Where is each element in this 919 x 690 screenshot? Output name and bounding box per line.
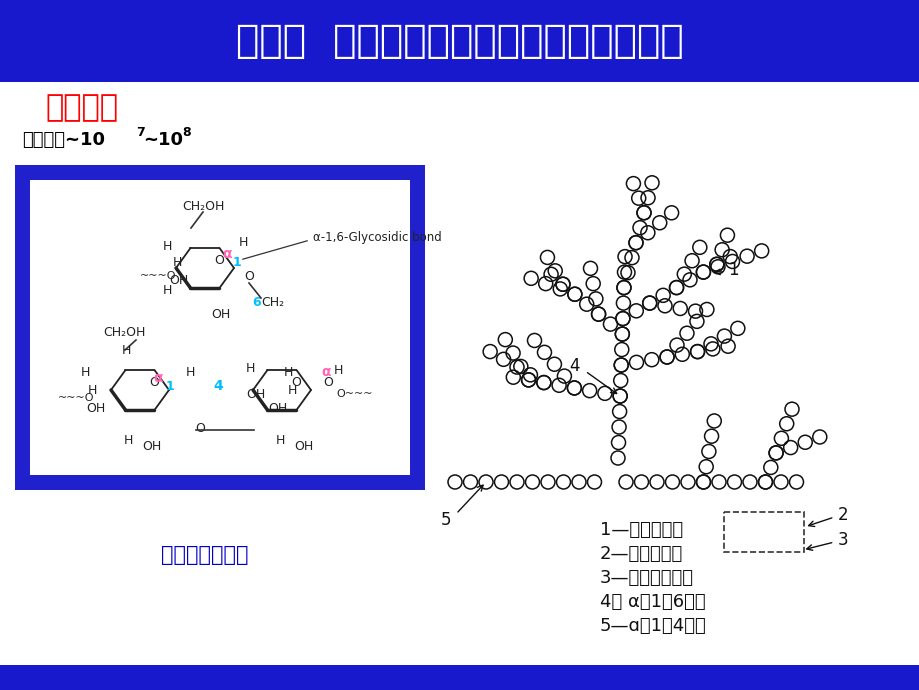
Text: O: O bbox=[149, 375, 159, 388]
Text: H: H bbox=[121, 344, 130, 357]
Text: 5: 5 bbox=[440, 511, 450, 529]
Text: OH: OH bbox=[169, 273, 188, 286]
Text: H: H bbox=[333, 364, 342, 377]
Text: 5—ɑ－1，4苷键: 5—ɑ－1，4苷键 bbox=[599, 617, 706, 635]
Text: H: H bbox=[185, 366, 195, 379]
Text: ~~~O: ~~~O bbox=[58, 393, 95, 403]
Bar bbox=[15, 165, 425, 490]
Bar bbox=[0, 665, 919, 690]
Text: OH: OH bbox=[246, 388, 266, 400]
Text: O: O bbox=[323, 375, 333, 388]
Text: CH₂OH: CH₂OH bbox=[103, 326, 145, 339]
Text: 7: 7 bbox=[136, 126, 144, 139]
Text: 4－ α－1，6苷键: 4－ α－1，6苷键 bbox=[599, 593, 705, 611]
Text: OH: OH bbox=[268, 402, 288, 415]
Text: 4: 4 bbox=[213, 379, 222, 393]
Text: H: H bbox=[283, 366, 292, 379]
Bar bbox=[0, 0, 919, 82]
Text: α: α bbox=[222, 247, 232, 261]
Text: O: O bbox=[244, 270, 254, 282]
Text: 1—葡萄糖单位: 1—葡萄糖单位 bbox=[599, 521, 683, 539]
Text: OH: OH bbox=[211, 308, 231, 320]
Text: CH₂OH: CH₂OH bbox=[182, 199, 224, 213]
Text: H: H bbox=[275, 433, 284, 446]
Text: H: H bbox=[123, 433, 132, 446]
Text: 1: 1 bbox=[727, 261, 738, 279]
Text: OH: OH bbox=[294, 440, 313, 453]
Text: α-1,6-Glycosidic bond: α-1,6-Glycosidic bond bbox=[312, 232, 441, 244]
Text: ~10: ~10 bbox=[142, 131, 183, 149]
Text: H: H bbox=[172, 255, 181, 268]
Text: CH₂: CH₂ bbox=[261, 297, 284, 310]
Text: 1: 1 bbox=[233, 255, 241, 268]
Text: 分子量：~10: 分子量：~10 bbox=[22, 131, 105, 149]
Text: O: O bbox=[214, 253, 223, 266]
Text: OH: OH bbox=[142, 440, 162, 453]
Text: 支链淀粉: 支链淀粉 bbox=[45, 94, 118, 123]
Text: 3—异麦芽糖单位: 3—异麦芽糖单位 bbox=[599, 569, 693, 587]
Text: 支链淀粉的结构: 支链淀粉的结构 bbox=[161, 545, 248, 565]
Bar bbox=[724, 512, 803, 552]
Text: 3: 3 bbox=[836, 531, 847, 549]
Text: 2—麦芽糖单位: 2—麦芽糖单位 bbox=[599, 545, 683, 563]
Text: O~~~: O~~~ bbox=[335, 389, 372, 399]
Text: 1: 1 bbox=[165, 380, 175, 393]
Text: OH: OH bbox=[86, 402, 106, 415]
Text: α: α bbox=[321, 365, 331, 379]
Text: ~~~O: ~~~O bbox=[140, 271, 176, 281]
Text: α: α bbox=[153, 371, 163, 385]
Text: 8: 8 bbox=[182, 126, 190, 139]
Text: H: H bbox=[162, 284, 172, 297]
Text: 第一节  多糖类天然药用高分子及其衍生物: 第一节 多糖类天然药用高分子及其衍生物 bbox=[236, 22, 683, 60]
Text: H: H bbox=[245, 362, 255, 375]
Bar bbox=[30, 180, 410, 475]
Text: 2: 2 bbox=[836, 506, 847, 524]
Text: 6: 6 bbox=[253, 297, 261, 310]
Text: H: H bbox=[287, 384, 296, 397]
Text: O: O bbox=[195, 422, 205, 435]
Text: H: H bbox=[162, 239, 172, 253]
Text: H: H bbox=[238, 235, 247, 248]
Text: H: H bbox=[80, 366, 89, 379]
Text: 4: 4 bbox=[569, 357, 580, 375]
Text: H: H bbox=[87, 384, 96, 397]
Text: O: O bbox=[290, 375, 301, 388]
